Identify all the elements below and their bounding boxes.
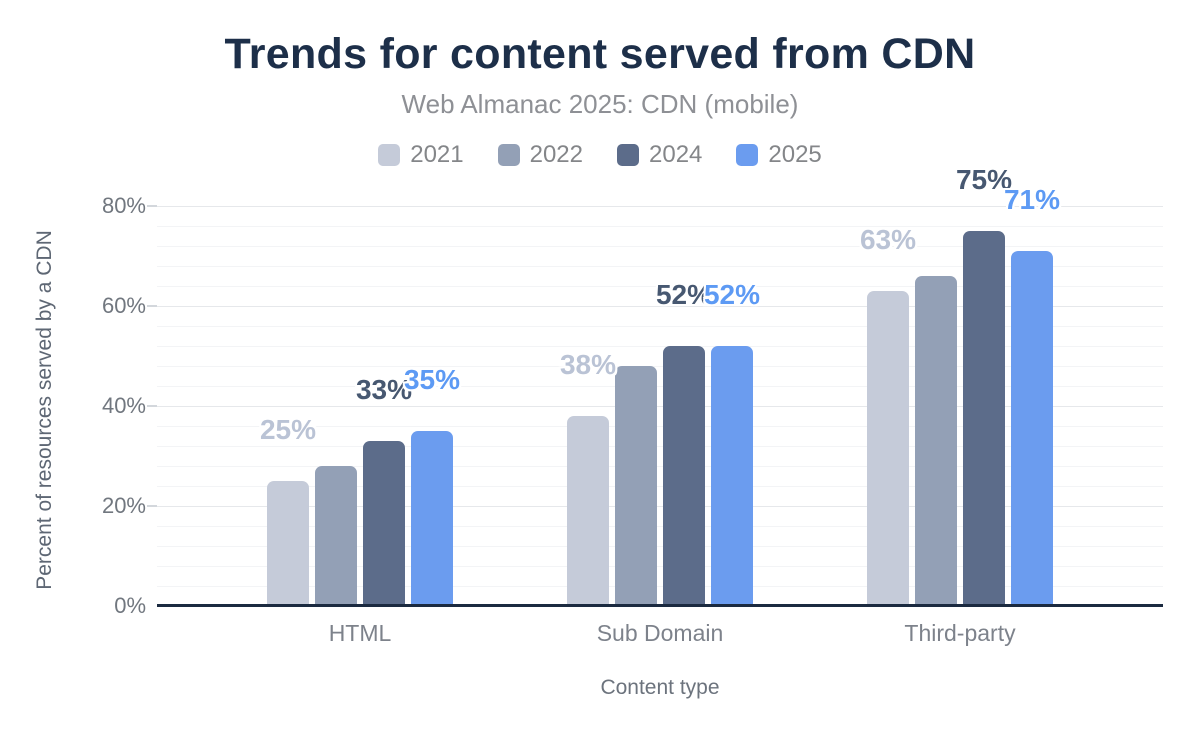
y-tick-label: 0% [114, 593, 146, 618]
bar-label-sub-domain-2021: 38% [559, 349, 617, 380]
legend-item-2024[interactable]: 2024 [617, 141, 702, 169]
y-tick-mark [147, 505, 157, 507]
bar-sub-domain-2022[interactable] [615, 366, 657, 606]
legend-swatch-icon [617, 144, 639, 166]
y-axis-title: Percent of resources served by a CDN [33, 230, 56, 590]
gridline-major [157, 406, 1163, 407]
gridline-minor [157, 386, 1163, 387]
gridline-major [157, 206, 1163, 207]
legend-swatch-icon [378, 144, 401, 166]
bar-html-2024[interactable] [363, 441, 405, 606]
y-tick-label: 60% [101, 293, 146, 318]
bar-label-html-2021: 25% [259, 414, 317, 445]
gridline-major [157, 306, 1163, 307]
bar-html-2025[interactable] [411, 431, 453, 606]
gridline-minor [157, 566, 1163, 567]
gridline-minor [157, 526, 1163, 527]
legend: 2021 2022 2024 2025 [0, 140, 1200, 170]
bar-third-party-2024[interactable] [963, 231, 1005, 606]
chart-title: Trends for content served from CDN [224, 30, 976, 78]
gridline-minor [157, 366, 1163, 367]
bar-html-2021[interactable] [267, 481, 309, 606]
bar-label-html-2025: 35% [403, 364, 461, 395]
legend-item-2021[interactable]: 2021 [378, 141, 464, 169]
bar-third-party-2022[interactable] [915, 276, 957, 606]
x-category-label-third-party: Third-party [904, 620, 1016, 646]
y-tick-label: 80% [101, 193, 146, 218]
gridline-minor [157, 446, 1163, 447]
bar-label-sub-domain-2025: 52% [703, 279, 761, 310]
gridline-minor [157, 226, 1163, 227]
gridline-minor [157, 286, 1163, 287]
gridline-minor [157, 546, 1163, 547]
x-category-label-html: HTML [328, 620, 392, 646]
x-axis-title: Content type [600, 676, 720, 699]
bar-sub-domain-2024[interactable] [663, 346, 705, 606]
gridline-minor [157, 246, 1163, 247]
gridline-minor [157, 486, 1163, 487]
gridline-minor [157, 426, 1163, 427]
legend-item-2022[interactable]: 2022 [497, 141, 583, 169]
bar-label-third-party-2024: 75% [955, 164, 1013, 195]
gridline-minor [157, 346, 1163, 347]
bar-sub-domain-2025[interactable] [711, 346, 753, 606]
bar-sub-domain-2021[interactable] [567, 416, 609, 606]
bar-third-party-2021[interactable] [867, 291, 909, 606]
y-tick-label: 20% [101, 493, 146, 518]
y-tick-mark [147, 405, 157, 407]
bar-label-sub-domain-2024: 52% [655, 279, 713, 310]
gridline-minor [157, 326, 1163, 327]
gridline-minor [157, 266, 1163, 267]
x-category-label-sub-domain: Sub Domain [596, 620, 724, 646]
legend-label: 2022 [529, 141, 583, 168]
bar-label-third-party-2025: 71% [1003, 184, 1061, 215]
y-tick-mark [147, 205, 157, 207]
legend-label: 2021 [410, 141, 464, 168]
y-tick-mark [147, 305, 157, 307]
legend-label: 2024 [649, 141, 703, 168]
gridline-minor [157, 466, 1163, 467]
legend-item-2025[interactable]: 2025 [736, 141, 822, 169]
x-axis-line [157, 604, 1163, 607]
bar-label-third-party-2021: 63% [859, 224, 917, 255]
legend-swatch-icon [736, 144, 759, 166]
legend-label: 2025 [768, 141, 822, 168]
legend-swatch-icon [497, 144, 520, 166]
bar-label-html-2024: 33% [355, 374, 413, 405]
bar-html-2022[interactable] [315, 466, 357, 606]
chart-subtitle: Web Almanac 2025: CDN (mobile) [401, 89, 799, 119]
y-tick-label: 40% [101, 393, 146, 418]
gridline-major [157, 506, 1163, 507]
gridline-minor [157, 586, 1163, 587]
bar-third-party-2025[interactable] [1011, 251, 1053, 606]
